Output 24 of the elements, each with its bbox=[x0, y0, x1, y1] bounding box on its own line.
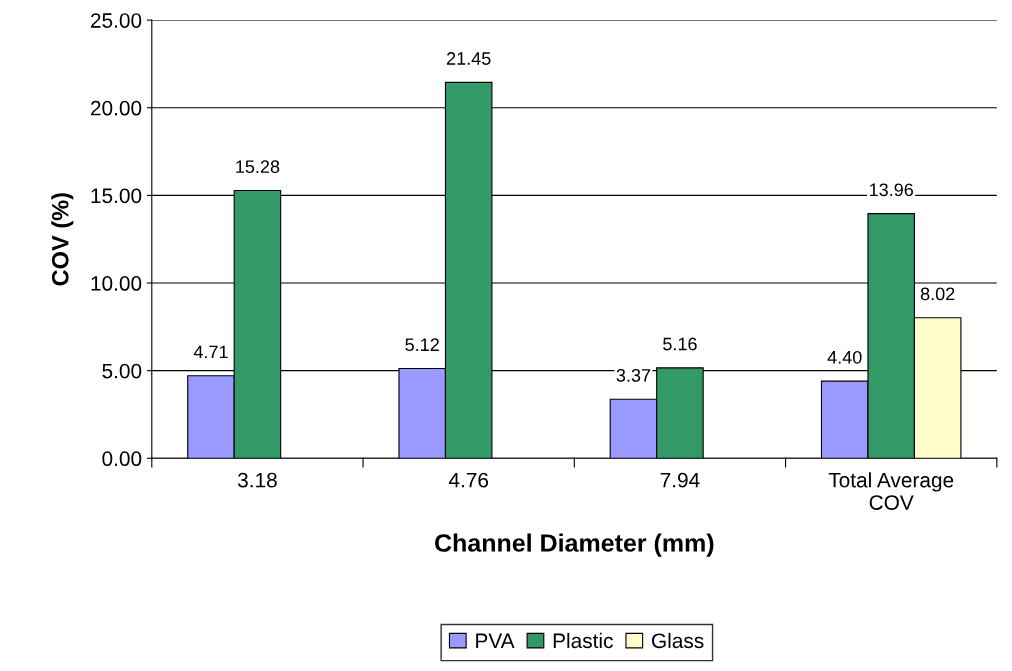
data-label: 4.40 bbox=[827, 350, 862, 364]
legend-label: Glass bbox=[652, 632, 704, 649]
data-label: 5.12 bbox=[405, 338, 439, 352]
x-tick-label: Total Average COV bbox=[828, 472, 954, 510]
y-tick-label: 20.00 bbox=[91, 100, 142, 116]
data-label: 3.37 bbox=[616, 368, 651, 382]
x-tick-label: 3.18 bbox=[237, 472, 277, 488]
x-tick-label: 4.76 bbox=[448, 472, 489, 488]
y-tick-label: 0.00 bbox=[102, 451, 142, 467]
data-label: 21.45 bbox=[447, 52, 491, 65]
data-label: 13.96 bbox=[869, 183, 913, 197]
legend-label: Plastic bbox=[553, 632, 613, 649]
data-label: 5.16 bbox=[663, 337, 697, 351]
data-label: 15.28 bbox=[236, 160, 280, 174]
y-axis-title: COV (%) bbox=[51, 193, 74, 286]
x-axis-title: Channel Diameter (mm) bbox=[435, 533, 714, 557]
x-tick-label: 7.94 bbox=[660, 472, 700, 488]
y-tick-label: 15.00 bbox=[91, 188, 142, 204]
legend-label: PVA bbox=[476, 633, 515, 648]
data-label: 4.71 bbox=[193, 345, 228, 359]
y-tick-label: 5.00 bbox=[102, 363, 142, 379]
y-tick-label: 25.00 bbox=[91, 13, 142, 28]
y-tick-label: 10.00 bbox=[91, 276, 142, 291]
data-label: 8.02 bbox=[920, 287, 955, 301]
